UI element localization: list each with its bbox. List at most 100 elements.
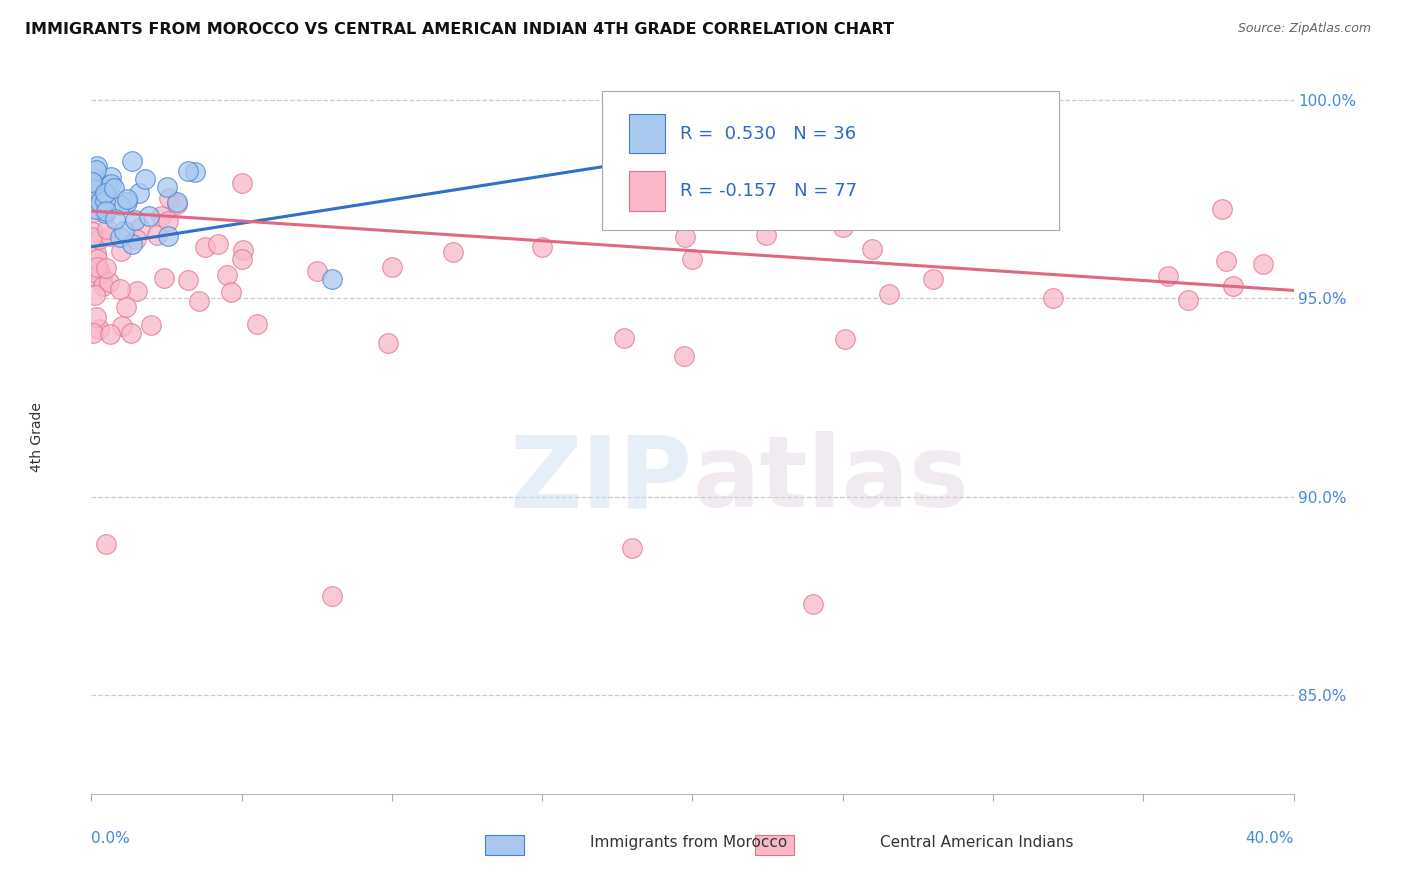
- Point: [86, 159, 108, 173]
- Point: [96, 179, 118, 194]
- Point: [96, 204, 118, 219]
- Bar: [755, 835, 794, 855]
- Point: [98, 229, 121, 244]
- Point: [108, 282, 131, 296]
- Point: [321, 271, 343, 285]
- Point: [150, 209, 173, 223]
- Bar: [628, 114, 665, 153]
- Point: [441, 245, 464, 260]
- Point: [96, 537, 118, 551]
- Text: IMMIGRANTS FROM MOROCCO VS CENTRAL AMERICAN INDIAN 4TH GRADE CORRELATION CHART: IMMIGRANTS FROM MOROCCO VS CENTRAL AMERI…: [25, 22, 894, 37]
- Point: [86, 252, 108, 266]
- Point: [1215, 253, 1237, 268]
- Point: [80, 180, 103, 194]
- Text: ZIP: ZIP: [509, 432, 692, 528]
- Point: [84, 245, 107, 260]
- Point: [215, 268, 238, 282]
- Text: 4th Grade: 4th Grade: [31, 402, 45, 472]
- Point: [834, 332, 856, 346]
- Point: [100, 170, 122, 185]
- Point: [83, 268, 105, 283]
- Point: [232, 244, 254, 258]
- Point: [108, 230, 131, 244]
- Point: [877, 287, 900, 301]
- Point: [981, 97, 1004, 112]
- Text: Central American Indians: Central American Indians: [880, 836, 1074, 850]
- Point: [801, 597, 824, 611]
- Point: [110, 244, 132, 258]
- Point: [860, 243, 883, 257]
- Point: [321, 589, 343, 603]
- Point: [1211, 202, 1233, 216]
- Point: [86, 173, 108, 187]
- Point: [155, 180, 177, 194]
- Point: [121, 153, 143, 168]
- Point: [86, 260, 108, 275]
- Point: [125, 232, 148, 246]
- Point: [246, 318, 269, 332]
- Point: [231, 177, 253, 191]
- Text: R = -0.157   N = 77: R = -0.157 N = 77: [681, 182, 858, 200]
- Point: [184, 165, 207, 179]
- Point: [128, 220, 150, 235]
- Point: [1177, 293, 1199, 307]
- Point: [82, 326, 104, 340]
- Point: [87, 178, 110, 193]
- Point: [94, 186, 117, 201]
- Point: [1042, 291, 1064, 305]
- Point: [156, 228, 179, 243]
- Point: [166, 196, 188, 211]
- Point: [166, 195, 188, 210]
- Point: [145, 227, 167, 242]
- Point: [96, 222, 118, 236]
- Point: [97, 275, 120, 289]
- Point: [231, 252, 253, 266]
- Point: [103, 180, 125, 194]
- Point: [84, 202, 107, 217]
- Point: [91, 278, 114, 293]
- Point: [98, 327, 121, 342]
- Point: [90, 189, 112, 203]
- Point: [207, 236, 229, 251]
- Point: [381, 260, 404, 274]
- Point: [194, 239, 217, 253]
- Point: [177, 272, 200, 286]
- Point: [124, 212, 146, 227]
- Point: [82, 229, 104, 244]
- Point: [120, 326, 142, 341]
- Point: [112, 224, 135, 238]
- Point: [125, 284, 148, 298]
- Text: 40.0%: 40.0%: [1246, 831, 1294, 847]
- Point: [1222, 279, 1244, 293]
- Point: [128, 186, 150, 201]
- Text: atlas: atlas: [692, 432, 969, 528]
- Point: [884, 193, 907, 207]
- Bar: [628, 171, 665, 211]
- Point: [307, 264, 329, 278]
- Point: [86, 163, 108, 178]
- Point: [681, 252, 703, 266]
- Point: [93, 206, 115, 220]
- Point: [83, 205, 105, 219]
- Point: [157, 191, 180, 205]
- Text: R =  0.530   N = 36: R = 0.530 N = 36: [681, 125, 856, 143]
- Point: [110, 197, 132, 211]
- Point: [84, 310, 107, 324]
- Point: [89, 232, 111, 246]
- Text: Source: ZipAtlas.com: Source: ZipAtlas.com: [1237, 22, 1371, 36]
- Point: [87, 322, 110, 336]
- Point: [377, 335, 399, 350]
- Point: [156, 214, 179, 228]
- Point: [114, 300, 136, 314]
- Point: [673, 229, 696, 244]
- Point: [111, 318, 134, 333]
- Point: [621, 541, 644, 555]
- Point: [82, 226, 104, 240]
- Text: 0.0%: 0.0%: [91, 831, 131, 847]
- Point: [115, 195, 138, 210]
- Point: [87, 267, 110, 281]
- Point: [89, 264, 111, 278]
- Point: [80, 175, 103, 189]
- Point: [91, 273, 114, 287]
- Point: [755, 227, 778, 242]
